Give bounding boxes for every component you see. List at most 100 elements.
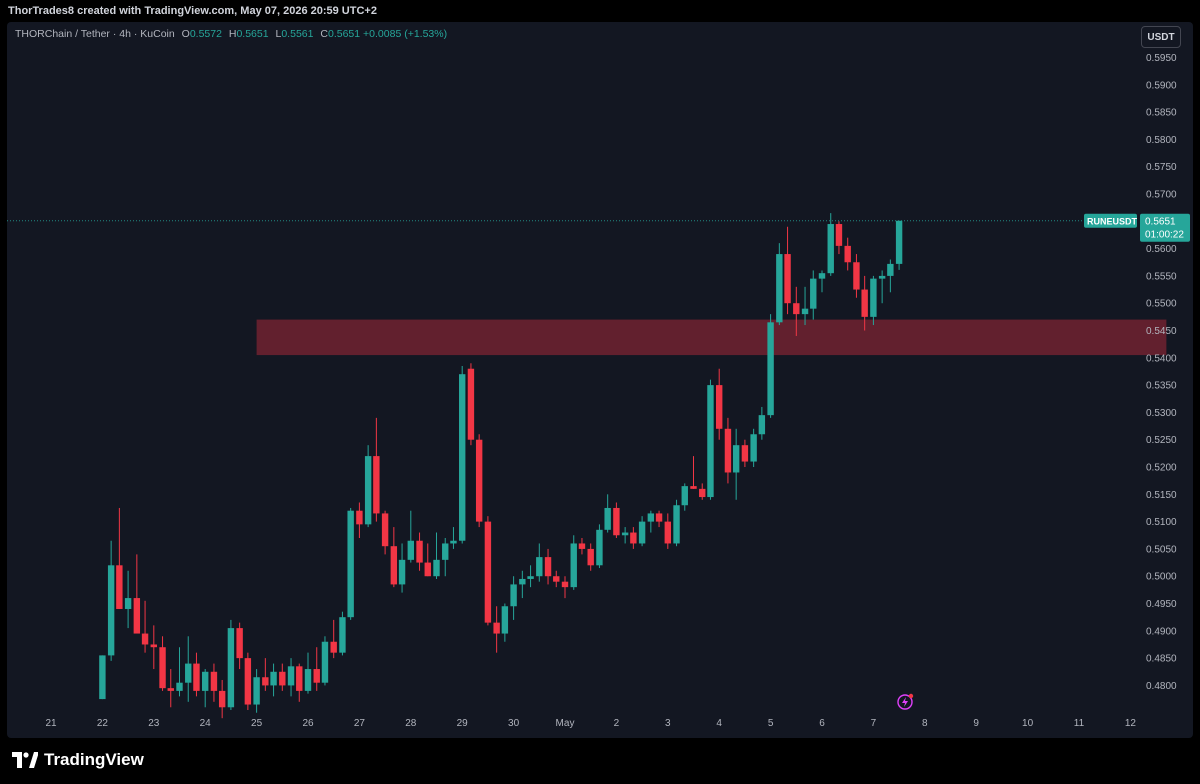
candle — [776, 243, 783, 326]
open-value: 0.5572 — [189, 28, 222, 40]
price-axis[interactable]: 0.4800 0.4850 0.4900 0.4950 0.5000 0.5050 0.51… — [1146, 53, 1177, 692]
candle — [827, 213, 834, 276]
candle-body — [279, 671, 286, 686]
publish-caption: ThorTrades8 created with TradingView.com… — [8, 5, 377, 17]
candle-body — [262, 677, 269, 686]
candle-body — [810, 278, 817, 309]
candle-body — [827, 224, 834, 274]
candle — [501, 603, 509, 642]
candle-body — [287, 666, 295, 686]
candle-body — [621, 532, 629, 536]
candle-body — [895, 220, 903, 264]
candle — [433, 532, 440, 579]
candle — [716, 368, 723, 440]
candle-body — [690, 486, 697, 489]
candle-body — [544, 557, 552, 577]
time-tick-label: 6 — [819, 718, 825, 729]
candle — [373, 417, 380, 522]
candle — [724, 417, 732, 484]
currency-button[interactable]: USDT — [1141, 26, 1181, 48]
candle — [296, 663, 303, 702]
symbol-title[interactable]: THORChain / Tether · 4h · KuCoin — [15, 28, 175, 40]
candle-body — [835, 224, 843, 246]
candle-body — [870, 278, 877, 317]
candle-body — [99, 655, 106, 700]
candle — [202, 669, 209, 708]
candle-body — [330, 641, 337, 653]
price-tick-label: 0.4950 — [1146, 599, 1177, 610]
candle — [253, 669, 260, 713]
time-tick-label: 21 — [45, 718, 57, 729]
candle — [398, 543, 406, 593]
time-axis[interactable]: 21 22 23 24 25 26 27 28 29 30 May 2 3 4 5 6 7 8 9 10 11 12 — [45, 718, 1136, 729]
symbol-tag-bg — [1084, 213, 1137, 228]
candle-body — [185, 663, 192, 683]
symbol-legend[interactable]: THORChain / Tether · 4h · KuCoin O0.5572… — [15, 28, 447, 40]
candle-body — [107, 565, 115, 656]
candle — [416, 532, 423, 571]
low-value: 0.5561 — [281, 28, 314, 40]
candles-layer — [99, 213, 903, 719]
candle — [707, 379, 714, 500]
tradingview-branding: TradingView — [12, 750, 144, 770]
candle-body — [424, 562, 431, 577]
candle — [390, 527, 398, 588]
alert-layer[interactable] — [897, 693, 914, 710]
time-tick-label: 9 — [973, 718, 979, 729]
time-tick-label: 2 — [614, 718, 620, 729]
candle-body — [844, 245, 851, 263]
candle — [561, 576, 569, 599]
time-tick-label: 5 — [768, 718, 774, 729]
candle — [347, 507, 354, 620]
candle-body — [818, 273, 826, 279]
candle-body — [253, 677, 260, 705]
lightning-alert-icon[interactable] — [897, 693, 914, 710]
alert-bolt — [902, 697, 908, 707]
high-value: 0.5651 — [236, 28, 269, 40]
candle-body — [527, 576, 534, 579]
price-tag-bg — [1140, 213, 1190, 242]
candle-body — [861, 289, 868, 317]
candle — [287, 658, 295, 697]
candle-body — [159, 647, 166, 689]
candle — [638, 516, 646, 547]
candle-body — [390, 546, 398, 585]
time-tick-label: 23 — [148, 718, 160, 729]
candle — [544, 548, 552, 585]
candle-body — [630, 532, 637, 544]
candle — [801, 286, 809, 326]
open-label: O — [181, 28, 190, 40]
candle-body — [784, 254, 791, 304]
candle — [364, 445, 372, 528]
candle — [262, 658, 269, 691]
candle — [536, 543, 543, 582]
candle-body — [416, 540, 423, 563]
candle-body — [176, 682, 183, 691]
time-tick-label: 24 — [200, 718, 212, 729]
candle — [450, 527, 457, 549]
candle-body — [741, 445, 749, 462]
candle-body — [776, 254, 783, 323]
candle — [381, 510, 389, 555]
candle — [758, 406, 766, 440]
candle-body — [758, 415, 766, 435]
candle-body — [561, 581, 569, 588]
candle — [356, 502, 363, 538]
candle — [699, 483, 706, 500]
time-tick-label: 11 — [1074, 718, 1085, 729]
candle-body — [398, 559, 406, 585]
candle — [484, 516, 492, 626]
time-tick-label: 27 — [354, 718, 366, 729]
candle — [878, 270, 886, 304]
candle — [895, 220, 903, 270]
candlestick-chart[interactable]: 0.4800 0.4850 0.4900 0.4950 0.5000 0.5050 0.51… — [7, 22, 1193, 738]
change-value: +0.0085 (+1.53%) — [363, 28, 448, 40]
candle-body — [878, 275, 886, 279]
price-tick-label: 0.5500 — [1146, 299, 1177, 310]
candle-body — [296, 666, 303, 691]
chart-panel[interactable]: 0.4800 0.4850 0.4900 0.4950 0.5000 0.5050 0.51… — [7, 22, 1193, 738]
candle — [630, 527, 637, 549]
price-tag-value: 0.5651 — [1145, 216, 1176, 227]
time-tick-label: 12 — [1125, 718, 1137, 729]
